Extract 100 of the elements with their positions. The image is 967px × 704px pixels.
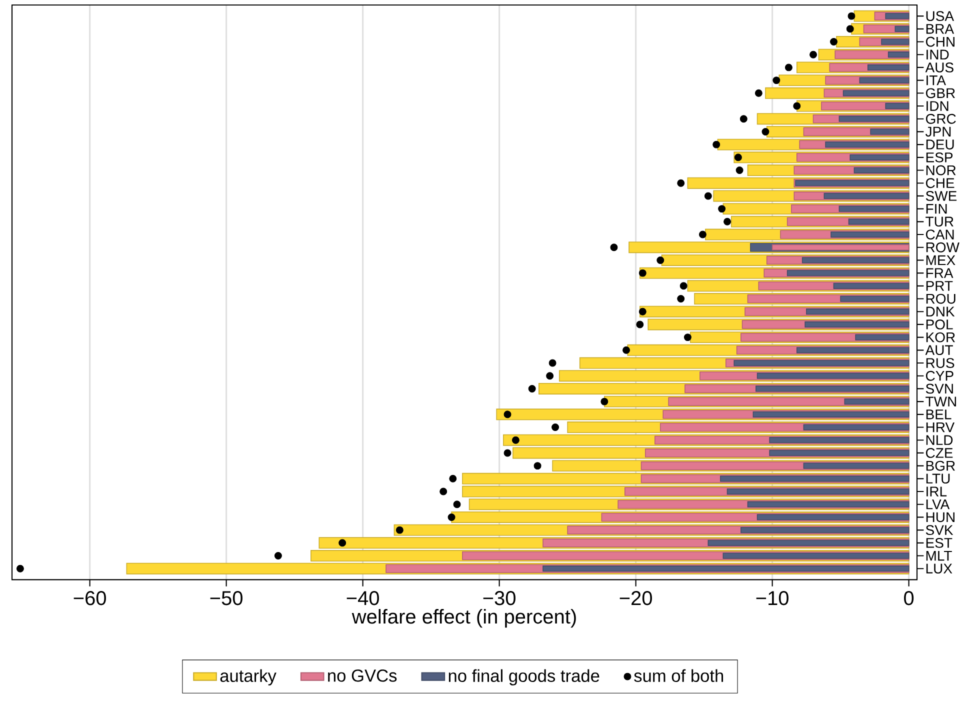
point — [546, 372, 554, 380]
point — [448, 514, 456, 522]
y-tick-label: NOR — [926, 165, 956, 176]
point — [453, 500, 461, 508]
point — [784, 64, 792, 72]
x-tick-label: 0 — [904, 591, 914, 606]
point — [449, 475, 457, 483]
y-tick-label: CHE — [926, 178, 954, 188]
y-tick-label: NLD — [926, 435, 953, 446]
y-tick-label: SWE — [926, 191, 957, 202]
point — [636, 320, 644, 328]
y-tick-label: AUS — [925, 62, 954, 73]
point — [724, 218, 732, 226]
point — [680, 282, 688, 290]
point — [656, 256, 664, 264]
y-tick-label: DEU — [926, 140, 954, 150]
y-tick-label: FIN — [926, 204, 947, 214]
y-tick-label: RUS — [926, 358, 954, 368]
y-tick-label: TUR — [926, 216, 954, 227]
y-tick-label: CAN — [926, 230, 954, 240]
y-tick-label: AUT — [925, 345, 953, 356]
y-tick-label: ROU — [926, 294, 956, 304]
y-tick-label: ROW — [926, 242, 960, 252]
point — [16, 565, 24, 573]
point — [736, 166, 744, 174]
point — [504, 410, 512, 418]
point — [734, 154, 742, 162]
point — [793, 102, 801, 110]
point — [396, 526, 404, 534]
y-tick-label: SVN — [926, 384, 953, 394]
y-tick-label: FRA — [926, 268, 954, 278]
point — [274, 552, 282, 560]
x-tick-label: −10 — [756, 591, 788, 606]
y-tick-label: LVA — [926, 500, 950, 510]
y-tick-label: GBR — [926, 88, 955, 98]
y-tick-label: ESP — [926, 152, 953, 163]
point — [528, 385, 536, 393]
y-tick-label: ITA — [926, 76, 946, 86]
point — [552, 424, 560, 432]
y-tick-label: DNK — [926, 306, 955, 317]
point — [600, 398, 608, 406]
y-tick-label: GRC — [926, 114, 956, 124]
point — [698, 230, 706, 238]
y-tick-label: HUN — [926, 512, 954, 522]
y-tick-label: LTU — [926, 474, 950, 484]
y-tick-label: PRT — [926, 281, 953, 291]
x-axis-title: welfare effect (in percent) — [352, 609, 576, 628]
point — [772, 76, 780, 84]
y-tick-label: LUX — [926, 564, 952, 574]
point — [638, 269, 646, 277]
y-tick-label: CZE — [926, 448, 953, 458]
point — [534, 462, 542, 470]
y-tick-label: SVK — [926, 525, 954, 536]
x-tick-label: −20 — [620, 591, 652, 606]
point — [810, 51, 818, 59]
point — [712, 140, 720, 148]
point — [754, 90, 762, 98]
point — [846, 25, 854, 33]
point — [622, 346, 630, 354]
y-tick-label: TWN — [926, 396, 956, 407]
point — [684, 334, 692, 342]
point — [504, 449, 512, 457]
y-tick-label: POL — [926, 320, 953, 330]
y-tick-label: CHN — [926, 36, 954, 47]
y-tick-label: BGR — [926, 461, 955, 471]
point — [610, 244, 618, 252]
y-tick-label: BEL — [926, 410, 952, 420]
point — [677, 180, 685, 188]
y-tick-label: MEX — [926, 256, 956, 266]
point — [440, 488, 448, 496]
y-tick-label: CYP — [926, 371, 954, 381]
point — [762, 128, 770, 136]
point — [548, 359, 556, 367]
y-tick-label: MLT — [926, 551, 952, 561]
y-tick-label: EST — [926, 538, 952, 548]
point — [704, 192, 712, 200]
x-tick-label: −40 — [346, 591, 379, 606]
point — [512, 436, 520, 444]
point — [848, 12, 856, 20]
point — [830, 38, 838, 46]
y-tick-label: IND — [926, 50, 949, 60]
x-tick-label: −60 — [74, 591, 106, 606]
point — [740, 115, 748, 123]
y-tick-label: HRV — [926, 422, 954, 432]
point — [718, 205, 726, 213]
x-tick-label: −50 — [210, 591, 242, 606]
legend-label: autarky — [220, 669, 276, 686]
y-tick-label: BRA — [926, 24, 954, 34]
x-tick-label: −30 — [483, 591, 516, 606]
y-tick-label: IRL — [926, 486, 947, 496]
point — [638, 308, 646, 316]
point — [677, 295, 685, 303]
legend-label: sum of both — [634, 669, 724, 682]
legend-label: no GVCs — [328, 670, 397, 682]
y-tick-label: KOR — [926, 332, 955, 342]
y-tick-label: JPN — [925, 127, 951, 137]
point — [338, 539, 346, 547]
legend-label: no final goods trade — [448, 669, 600, 686]
y-tick-label: IDN — [926, 101, 948, 111]
y-tick-label: USA — [926, 11, 954, 22]
